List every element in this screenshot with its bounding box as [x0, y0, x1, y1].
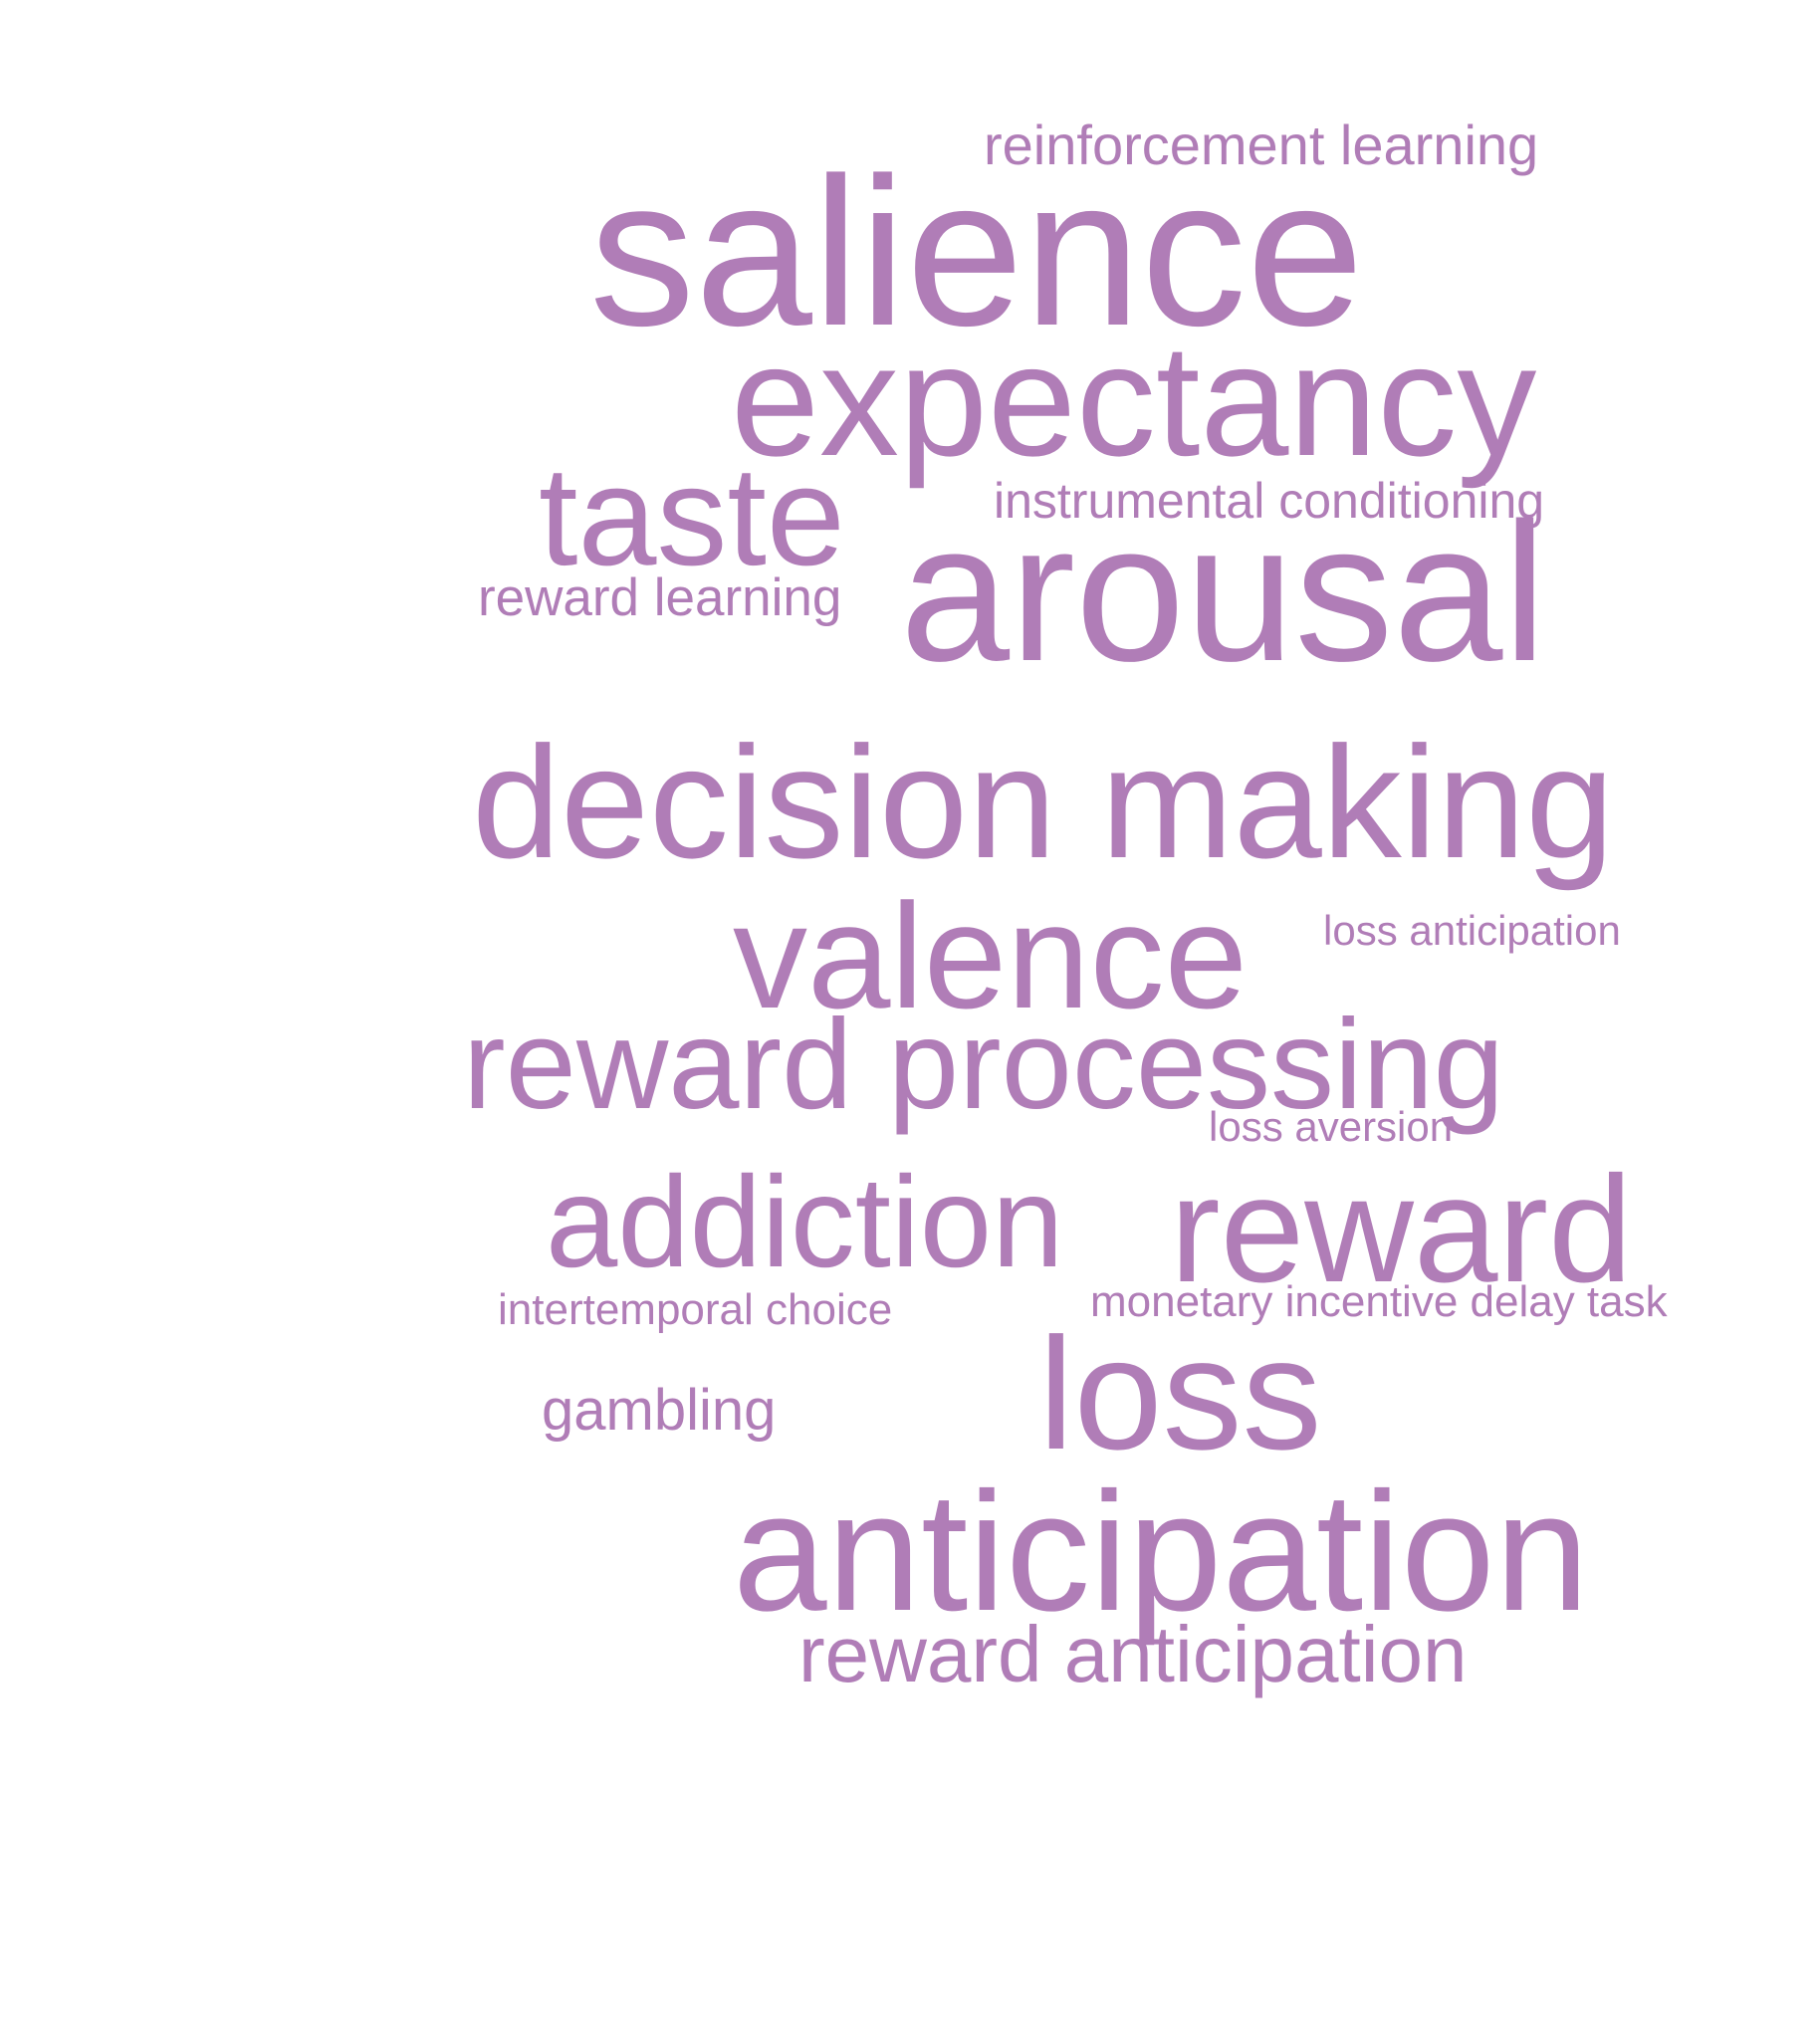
word-reinforcement-learning: reinforcement learning	[984, 113, 1539, 176]
word-valence: valence	[733, 872, 1249, 1039]
word-reward-anticipation: reward anticipation	[798, 1610, 1468, 1698]
word-loss-anticipation: loss anticipation	[1323, 907, 1621, 954]
word-gambling: gambling	[542, 1378, 777, 1443]
word-loss: loss	[1038, 1304, 1322, 1482]
word-instrumental-conditioning: instrumental conditioning	[994, 473, 1545, 529]
word-reward: reward	[1170, 1145, 1633, 1314]
word-anticipation: anticipation	[733, 1458, 1590, 1647]
word-addiction: addiction	[546, 1149, 1064, 1294]
word-reward-learning: reward learning	[478, 568, 842, 627]
word-loss-aversion: loss aversion	[1209, 1103, 1454, 1150]
word-salience: salience	[589, 133, 1364, 369]
word-taste: taste	[539, 437, 845, 595]
word-expectancy: expectancy	[731, 311, 1537, 489]
word-decision-making: decision making	[472, 713, 1615, 891]
word-monetary-incentive-delay-task: monetary incentive delay task	[1090, 1277, 1668, 1326]
word-reward-processing: reward processing	[463, 994, 1504, 1136]
word-arousal: arousal	[900, 482, 1547, 702]
word-intertemporal-choice: intertemporal choice	[498, 1285, 893, 1334]
